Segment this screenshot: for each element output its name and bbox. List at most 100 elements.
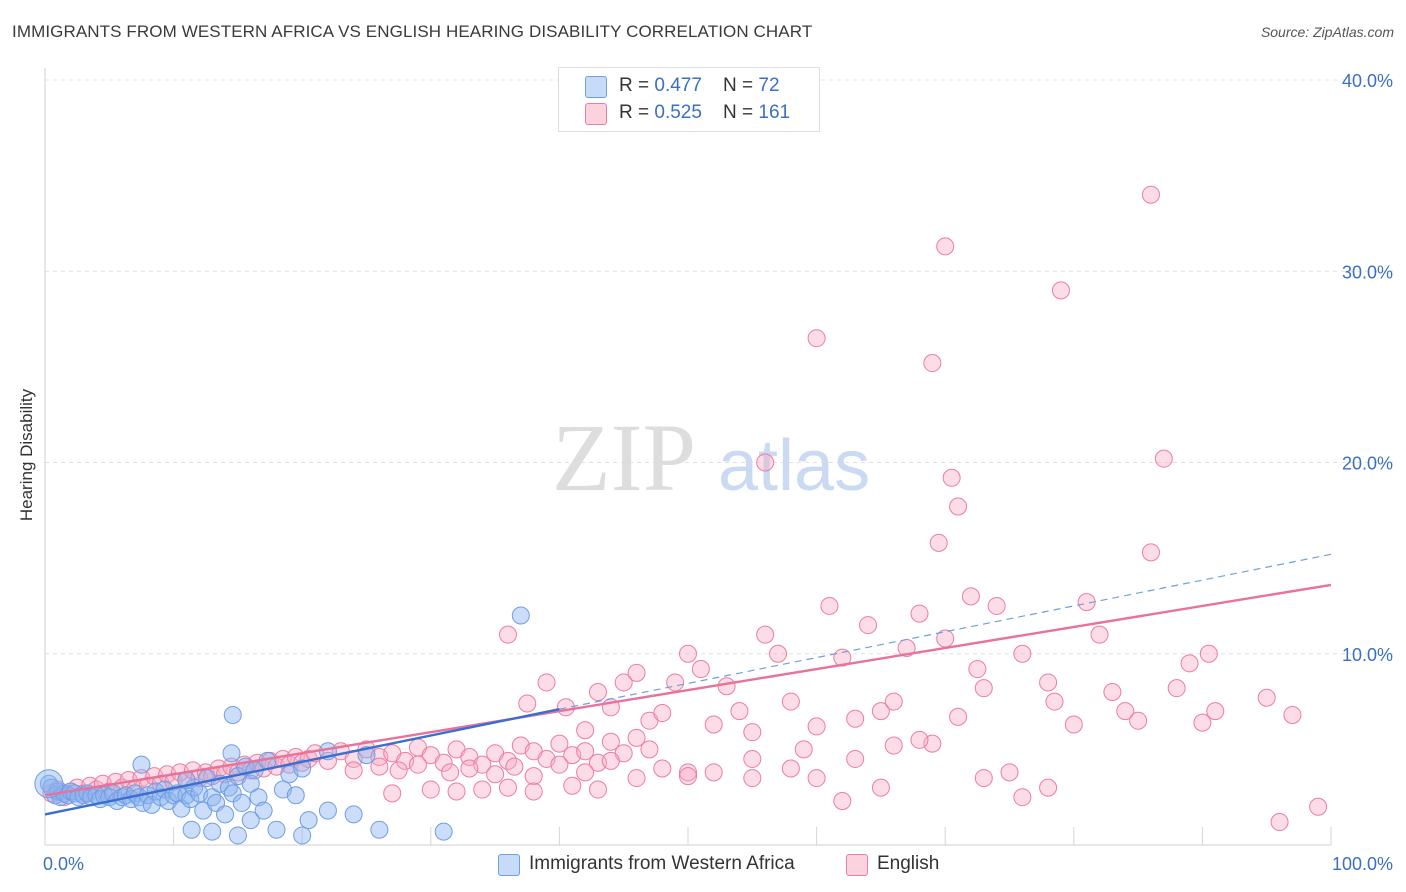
point-english xyxy=(370,757,389,776)
point-english xyxy=(524,767,543,786)
point-english xyxy=(408,755,427,774)
point-english xyxy=(929,533,948,552)
point-english xyxy=(807,329,826,348)
point-english xyxy=(653,704,672,723)
point-english xyxy=(627,663,646,682)
point-english xyxy=(601,751,620,770)
point-english xyxy=(704,715,723,734)
point-english xyxy=(949,497,968,516)
point-english xyxy=(942,468,961,487)
point-english xyxy=(550,755,569,774)
n-value: 161 xyxy=(758,102,791,123)
point-english xyxy=(679,644,697,663)
point-english xyxy=(1064,715,1083,734)
point-western-africa xyxy=(299,811,318,830)
point-english xyxy=(871,702,890,721)
point-english xyxy=(588,683,607,701)
point-western-africa xyxy=(132,755,151,774)
point-english xyxy=(421,780,440,799)
stats-swatch-pink xyxy=(585,103,607,125)
point-western-africa xyxy=(241,811,260,830)
point-western-africa xyxy=(142,795,161,814)
n-label: N = xyxy=(723,102,759,123)
point-english xyxy=(781,759,800,778)
legend-swatch-pink xyxy=(846,854,868,876)
watermark-zip: ZIP xyxy=(552,404,696,511)
axes xyxy=(44,68,1332,846)
point-english xyxy=(1141,543,1160,562)
point-english xyxy=(627,769,646,788)
watermark: ZIP atlas xyxy=(552,404,870,511)
point-english xyxy=(447,782,466,801)
point-western-africa xyxy=(249,788,268,807)
point-english xyxy=(389,761,408,780)
point-english xyxy=(833,792,852,811)
trend-line-english xyxy=(44,583,1332,797)
point-english xyxy=(1141,185,1160,204)
point-western-africa xyxy=(318,801,337,820)
point-english xyxy=(1199,644,1218,663)
point-english xyxy=(473,780,492,799)
point-english xyxy=(691,660,710,679)
y-tick-label: 10.0% xyxy=(1342,645,1393,665)
point-english xyxy=(743,723,762,742)
r-value: 0.477 xyxy=(654,75,702,96)
point-english xyxy=(679,767,697,786)
point-english xyxy=(679,763,697,782)
point-english xyxy=(968,660,987,679)
point-english xyxy=(537,673,556,692)
point-english xyxy=(498,625,517,644)
point-western-africa xyxy=(434,822,453,841)
point-western-africa xyxy=(267,820,286,839)
legend-label: Immigrants from Western Africa xyxy=(529,853,795,874)
point-english xyxy=(1180,654,1199,673)
point-english xyxy=(1045,692,1064,711)
point-english xyxy=(833,648,852,667)
point-english xyxy=(1283,705,1302,724)
point-english xyxy=(1051,281,1070,300)
point-english xyxy=(1193,713,1212,732)
x-tick-label: 100.0% xyxy=(1332,854,1393,874)
point-english xyxy=(807,769,826,788)
point-western-africa xyxy=(222,744,241,763)
point-english xyxy=(550,734,569,753)
trend-line-western-africa xyxy=(44,708,560,816)
point-english xyxy=(974,679,993,698)
y-tick-label: 30.0% xyxy=(1342,262,1393,282)
point-western-africa xyxy=(34,769,64,799)
point-english xyxy=(1309,797,1328,816)
point-english xyxy=(743,769,762,788)
point-english xyxy=(949,707,968,726)
stats-swatch-blue xyxy=(585,76,607,98)
point-english xyxy=(460,759,479,778)
point-english xyxy=(518,694,537,713)
point-english xyxy=(1039,778,1058,797)
trend-lines xyxy=(44,553,1332,816)
point-english xyxy=(717,677,736,696)
legend: Immigrants from Western Africa English xyxy=(0,851,1406,879)
point-english xyxy=(936,237,955,256)
point-english xyxy=(1000,763,1019,782)
point-english xyxy=(910,604,929,623)
point-english xyxy=(1013,644,1032,663)
point-english xyxy=(884,692,903,711)
point-english xyxy=(987,596,1006,615)
y-tick-label: 20.0% xyxy=(1342,454,1393,474)
point-english xyxy=(383,784,402,803)
point-english xyxy=(563,776,582,795)
point-english xyxy=(627,728,646,747)
n-value: 72 xyxy=(758,75,780,96)
point-english xyxy=(576,763,595,782)
source-label[interactable]: Source: ZipAtlas.com xyxy=(1260,24,1394,40)
point-western-africa xyxy=(344,805,363,824)
point-english xyxy=(743,749,762,768)
point-english xyxy=(505,757,524,776)
point-western-africa xyxy=(181,790,200,809)
point-english xyxy=(588,780,607,799)
point-english xyxy=(441,763,460,782)
point-english xyxy=(871,778,890,797)
point-english xyxy=(576,742,595,761)
point-english xyxy=(794,740,813,759)
point-english xyxy=(1039,673,1058,692)
